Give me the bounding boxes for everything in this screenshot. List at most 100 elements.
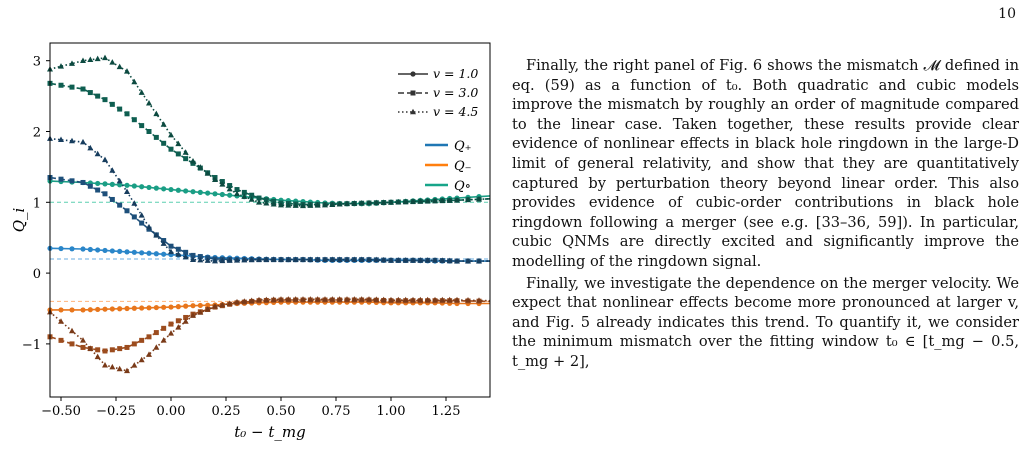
data-point-8-9-2 bbox=[270, 296, 277, 302]
data-point-8-6-0 bbox=[190, 312, 196, 318]
data-point-5-3-1 bbox=[131, 200, 138, 206]
data-point-8-4-2 bbox=[160, 337, 167, 343]
data-point-1-0-2 bbox=[69, 84, 75, 90]
data-point-2-14-2 bbox=[380, 199, 387, 205]
data-point-2-7-2 bbox=[226, 185, 233, 192]
data-point-1-5-1 bbox=[175, 151, 181, 157]
data-point-6-0-1 bbox=[58, 307, 64, 313]
data-point-8-12-0 bbox=[322, 296, 328, 302]
data-point-1-5-2 bbox=[183, 156, 189, 162]
legend-style-label-0: v = 1.0 bbox=[433, 66, 478, 81]
series-line-1 bbox=[49, 82, 491, 206]
data-point-5-2-0 bbox=[102, 156, 108, 163]
data-point-5-4-1 bbox=[153, 232, 160, 238]
data-point-2-4-1 bbox=[153, 110, 160, 117]
data-point-0-1-2 bbox=[95, 180, 101, 187]
data-point-2-6-1 bbox=[197, 164, 204, 170]
data-point-8-6-2 bbox=[204, 306, 211, 312]
legend-style-label-1: v = 3.0 bbox=[433, 85, 478, 100]
data-point-8-18-0 bbox=[454, 296, 460, 303]
data-point-2-1-2 bbox=[94, 55, 101, 62]
data-point-4-1-2 bbox=[95, 187, 101, 193]
data-point-8-15-2 bbox=[402, 296, 409, 303]
data-point-4-5-0 bbox=[168, 243, 174, 249]
data-point-7-4-0 bbox=[146, 334, 152, 340]
data-point-6-4-2 bbox=[161, 304, 167, 310]
data-point-8-8-0 bbox=[234, 298, 240, 305]
data-point-4-2-1 bbox=[109, 196, 115, 202]
data-point-2-14-0 bbox=[366, 199, 372, 206]
data-point-5-6-1 bbox=[197, 256, 204, 263]
data-point-8-5-2 bbox=[182, 318, 189, 324]
data-point-2-12-0 bbox=[322, 201, 328, 208]
data-point-0-6-0 bbox=[190, 189, 196, 195]
data-point-8-3-0 bbox=[124, 367, 130, 374]
data-point-5-6-2 bbox=[204, 257, 211, 263]
y-tick-label-3: 2 bbox=[33, 126, 41, 141]
data-point-8-0-2 bbox=[69, 327, 75, 334]
data-point-2-2-1 bbox=[109, 59, 116, 65]
data-point-8-4-0 bbox=[146, 351, 152, 357]
data-point-2-18-1 bbox=[465, 196, 471, 203]
data-point-8-10-0 bbox=[278, 296, 284, 302]
data-point-5-11-0 bbox=[300, 256, 306, 262]
legend-style-label-2: v = 4.5 bbox=[433, 104, 478, 119]
data-point-7-5-0 bbox=[168, 321, 174, 327]
data-point-5-17-1 bbox=[439, 257, 446, 263]
data-point-5-3-2 bbox=[138, 212, 145, 218]
data-point-0-4-2 bbox=[161, 186, 167, 192]
data-point-6-6-1 bbox=[197, 302, 203, 309]
data-point-8-12-1 bbox=[329, 296, 336, 302]
data-point-6-2-0 bbox=[102, 306, 108, 312]
data-point-4-3-1 bbox=[131, 214, 137, 220]
data-point-4-5-2 bbox=[183, 249, 189, 255]
data-point-2-8-0 bbox=[234, 190, 240, 197]
data-point-8-16-0 bbox=[410, 296, 416, 303]
data-point-5-4-0 bbox=[146, 223, 152, 230]
data-point-0-7-0 bbox=[212, 191, 218, 197]
data-point-8-8-1 bbox=[241, 298, 248, 304]
data-point-2-11-2 bbox=[314, 202, 321, 208]
series-line-6 bbox=[50, 301, 490, 311]
data-point-6-5-1 bbox=[175, 304, 181, 310]
data-point-5-0-2 bbox=[69, 137, 75, 144]
data-point-6-0-2 bbox=[69, 307, 75, 313]
data-point-8-9-0 bbox=[256, 296, 262, 303]
data-point-2-6-0 bbox=[190, 158, 196, 164]
data-point-5-9-1 bbox=[263, 256, 270, 262]
data-point-2-18-2 bbox=[476, 196, 482, 202]
data-point-3-2-2 bbox=[117, 248, 123, 254]
data-point-5-12-2 bbox=[336, 256, 343, 262]
data-point-7-1-2 bbox=[95, 347, 101, 353]
data-point-7-3-2 bbox=[139, 337, 145, 343]
data-point-2-3-2 bbox=[138, 89, 145, 95]
data-point-1-4-2 bbox=[161, 140, 167, 146]
data-point-3-1-1 bbox=[87, 246, 93, 253]
legend-quantity-label-2: Q∘ bbox=[454, 179, 471, 194]
data-point-2-10-1 bbox=[285, 202, 292, 208]
data-point-0-6-2 bbox=[205, 190, 211, 196]
data-point-2-15-0 bbox=[388, 199, 394, 205]
data-point-1-1-1 bbox=[87, 90, 93, 96]
y-tick-label-1: 0 bbox=[33, 267, 41, 282]
data-point-2-12-1 bbox=[329, 201, 336, 207]
data-point-5-14-1 bbox=[373, 256, 380, 263]
data-point-7-0-1 bbox=[58, 337, 64, 343]
data-point-1-8-0 bbox=[234, 187, 240, 193]
data-point-4-3-2 bbox=[139, 220, 145, 226]
data-point-5-8-0 bbox=[234, 257, 240, 263]
data-point-8-15-0 bbox=[388, 296, 394, 303]
data-point-2-10-2 bbox=[292, 202, 299, 208]
data-point-5-4-2 bbox=[160, 240, 167, 246]
data-point-4-0-2 bbox=[69, 178, 75, 184]
y-tick-label-0: −1 bbox=[22, 338, 41, 353]
x-tick-label-3: 0.25 bbox=[212, 404, 241, 419]
data-point-6-2-1 bbox=[109, 306, 115, 312]
data-point-2-5-0 bbox=[168, 131, 174, 138]
data-point-5-9-0 bbox=[256, 256, 262, 262]
data-point-6-3-1 bbox=[131, 305, 137, 311]
x-tick-label-5: 0.75 bbox=[322, 404, 351, 419]
data-point-5-9-2 bbox=[270, 256, 277, 262]
data-point-4-6-0 bbox=[190, 252, 196, 258]
data-point-5-17-2 bbox=[446, 257, 453, 264]
